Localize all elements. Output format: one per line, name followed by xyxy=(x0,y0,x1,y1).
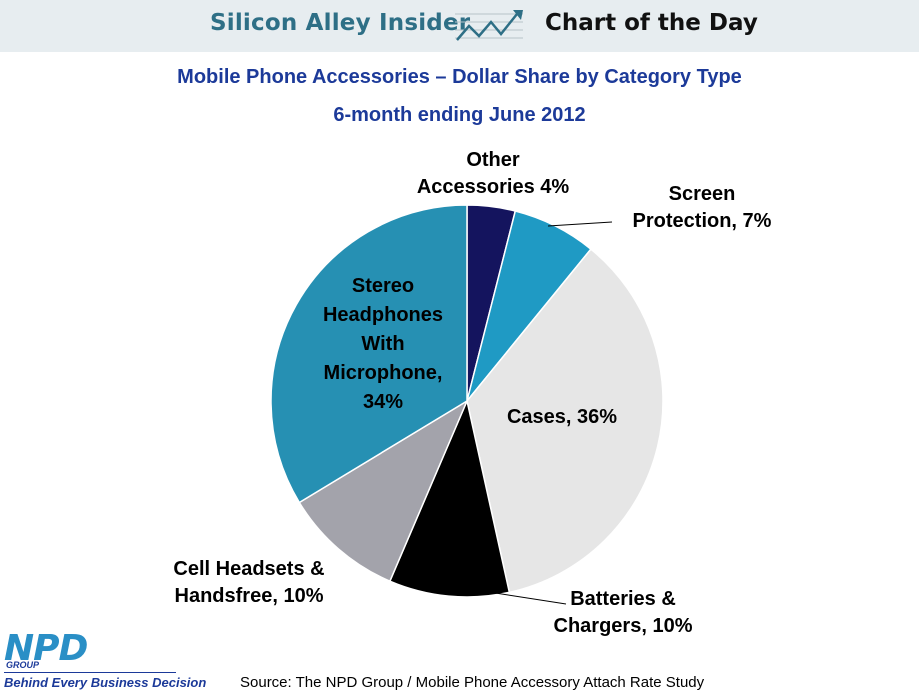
slice-label-line: Other xyxy=(466,149,520,171)
source-note: Source: The NPD Group / Mobile Phone Acc… xyxy=(240,674,705,691)
pie-slice-stereo-headphones xyxy=(270,204,468,504)
slice-label-screen-protection: Screen Protection, 7% xyxy=(633,183,772,232)
brand-name: Silicon Alley Insider xyxy=(210,10,471,36)
slice-label-line: Protection, 7% xyxy=(633,210,772,232)
npd-logo-text: NPD xyxy=(4,628,88,669)
npd-tagline: Behind Every Business Decision xyxy=(4,675,207,690)
slice-label-line: Microphone, xyxy=(324,362,443,384)
slice-label-line: Headphones xyxy=(323,304,443,326)
pie-slice-cases xyxy=(466,248,664,594)
pie-slice-batteries-chargers xyxy=(388,398,511,598)
leader-line-batteries xyxy=(475,589,567,605)
slice-label-line: With xyxy=(361,333,404,355)
slice-label-cases: Cases, 36% xyxy=(507,406,617,428)
trend-chart-icon xyxy=(455,10,523,41)
slice-label-batteries-chargers: Batteries & Chargers, 10% xyxy=(554,588,693,637)
slice-label-line: Handsfree, 10% xyxy=(175,585,324,607)
slice-label-line: Accessories 4% xyxy=(417,176,570,198)
slice-label-line: 34% xyxy=(363,391,403,413)
slice-label-line: Cell Headsets & xyxy=(173,558,324,580)
npd-logo-group: GROUP xyxy=(6,660,40,670)
slice-label-stereo-headphones: Stereo Headphones With Microphone, 34% xyxy=(323,275,443,413)
banner: Silicon Alley Insider Chart of the Day xyxy=(0,0,919,52)
chart-subtitle: 6-month ending June 2012 xyxy=(333,104,586,126)
slice-label-cell-headsets: Cell Headsets & Handsfree, 10% xyxy=(173,558,324,607)
leader-line-screen xyxy=(547,221,613,227)
pie-slice-cell-headsets xyxy=(298,399,469,583)
npd-logo: NPD GROUP Behind Every Business Decision xyxy=(4,628,207,694)
slice-label-line: Screen xyxy=(669,183,736,205)
slice-label-other-accessories: Other Accessories 4% xyxy=(417,149,570,198)
slice-label-line: Stereo xyxy=(352,275,414,297)
chart-of-the-day-label: Chart of the Day xyxy=(545,10,758,36)
slice-label-line: Cases, 36% xyxy=(507,406,617,428)
slice-label-line: Chargers, 10% xyxy=(554,615,693,637)
chart-title: Mobile Phone Accessories – Dollar Share … xyxy=(177,66,742,88)
logo-rule xyxy=(4,672,176,673)
slice-label-line: Batteries & xyxy=(570,588,676,610)
